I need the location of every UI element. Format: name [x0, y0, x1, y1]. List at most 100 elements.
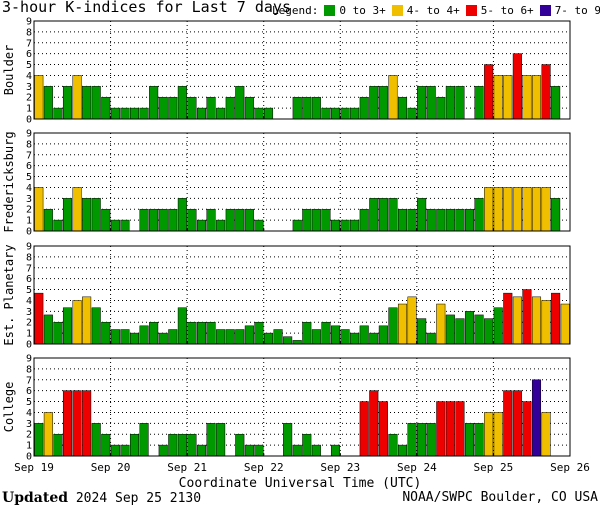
panel-label: Fredericksburg — [2, 131, 16, 232]
k-index-bar — [311, 444, 321, 457]
k-index-bar — [388, 198, 398, 232]
y-tick-label: 5 — [26, 172, 32, 183]
y-tick-label: 0 — [26, 340, 32, 351]
k-index-bar — [120, 444, 130, 457]
k-index-bar — [330, 444, 341, 457]
panel-label: Est. Planetary — [2, 244, 16, 345]
legend-item-label: 5- to 6+ — [480, 4, 534, 17]
k-index-bar — [43, 412, 53, 457]
k-index-bar — [397, 444, 408, 457]
k-index-bar — [273, 329, 283, 345]
legend-label: Legend: — [272, 4, 319, 17]
x-tick-label: Sep 24 — [397, 461, 437, 474]
k-index-bar — [302, 96, 312, 120]
y-tick-label: 3 — [26, 307, 32, 318]
k-index-bar — [503, 292, 513, 345]
k-index-bar — [330, 325, 341, 345]
y-tick-label: 5 — [26, 397, 32, 408]
y-tick-label: 6 — [26, 161, 32, 172]
k-index-bar — [206, 321, 216, 345]
k-index-bar — [283, 423, 293, 457]
y-tick-label: 8 — [26, 364, 32, 375]
k-index-bar — [417, 318, 427, 345]
k-index-bar — [321, 107, 331, 120]
k-index-bar — [484, 187, 494, 232]
k-index-bar — [129, 107, 140, 120]
k-index-bar — [464, 208, 475, 232]
k-index-bar — [196, 219, 207, 232]
k-index-bar — [216, 329, 226, 345]
k-index-bar — [82, 198, 92, 232]
k-index-bar — [62, 307, 73, 345]
k-index-bar — [53, 107, 63, 120]
k-index-bar — [43, 314, 53, 345]
k-index-bar — [62, 390, 73, 457]
y-tick-label: 7 — [26, 375, 32, 386]
k-index-bar — [263, 107, 274, 120]
k-index-bar — [158, 444, 168, 457]
k-index-bar — [244, 208, 254, 232]
k-index-bar — [493, 412, 503, 457]
x-tick-label: Sep 25 — [474, 461, 514, 474]
y-tick-label: 1 — [26, 441, 32, 452]
k-index-bar — [407, 423, 417, 457]
k-index-bar — [254, 444, 264, 457]
k-index-bar — [177, 198, 187, 232]
k-index-bar — [292, 219, 302, 232]
k-index-bar — [82, 390, 92, 457]
k-index-bar — [72, 390, 82, 457]
k-index-bar — [541, 300, 551, 345]
k-index-bar — [503, 390, 513, 457]
y-tick-label: 3 — [26, 194, 32, 205]
k-index-bar — [455, 86, 465, 120]
k-index-bar — [139, 423, 149, 457]
k-index-bar — [91, 198, 101, 232]
x-axis-label: Coordinate Universal Time (UTC) — [178, 476, 422, 491]
k-index-bar — [522, 401, 532, 457]
k-index-bar — [522, 289, 532, 345]
k-index-bar — [292, 340, 302, 345]
k-index-bar — [474, 86, 484, 120]
k-index-bar — [43, 86, 53, 120]
k-index-bar — [484, 318, 494, 345]
k-index-bar — [407, 296, 417, 345]
y-tick-label: 9 — [26, 129, 32, 140]
k-index-bar — [91, 307, 101, 345]
k-index-bar — [464, 423, 475, 457]
y-tick-label: 6 — [26, 274, 32, 285]
k-index-bar — [82, 86, 92, 120]
k-index-bar — [187, 321, 197, 345]
k-index-bar — [311, 96, 321, 120]
k-index-bar — [551, 86, 561, 120]
k-index-bar — [302, 208, 312, 232]
legend-swatch-green — [324, 5, 336, 16]
k-index-bar — [168, 96, 178, 120]
k-index-bar — [359, 96, 369, 120]
k-index-bar — [350, 332, 360, 345]
y-tick-label: 9 — [26, 242, 32, 253]
k-index-bar — [82, 296, 92, 345]
chart-title: 3-hour K-indices for Last 7 days — [2, 0, 291, 16]
y-tick-label: 2 — [26, 205, 32, 216]
x-tick-label: Sep 20 — [91, 461, 131, 474]
k-index-bar — [110, 219, 120, 232]
source-credit: NOAA/SWPC Boulder, CO USA — [402, 490, 598, 505]
y-tick-label: 4 — [26, 296, 32, 307]
y-tick-label: 2 — [26, 430, 32, 441]
y-tick-label: 5 — [26, 285, 32, 296]
x-tick-label: Sep 22 — [244, 461, 284, 474]
y-tick-label: 4 — [26, 408, 32, 419]
k-index-bar — [522, 75, 532, 120]
k-index-bar — [541, 187, 551, 232]
y-tick-label: 3 — [26, 82, 32, 93]
panel-frame — [33, 132, 571, 232]
k-index-bar — [378, 86, 388, 120]
k-index-bar — [101, 321, 111, 345]
k-index-bar — [378, 198, 388, 232]
k-index-bar — [388, 75, 398, 120]
panel-frame — [33, 20, 571, 120]
k-index-bar — [311, 329, 321, 345]
k-index-bar — [158, 208, 168, 232]
k-index-bar — [445, 208, 455, 232]
